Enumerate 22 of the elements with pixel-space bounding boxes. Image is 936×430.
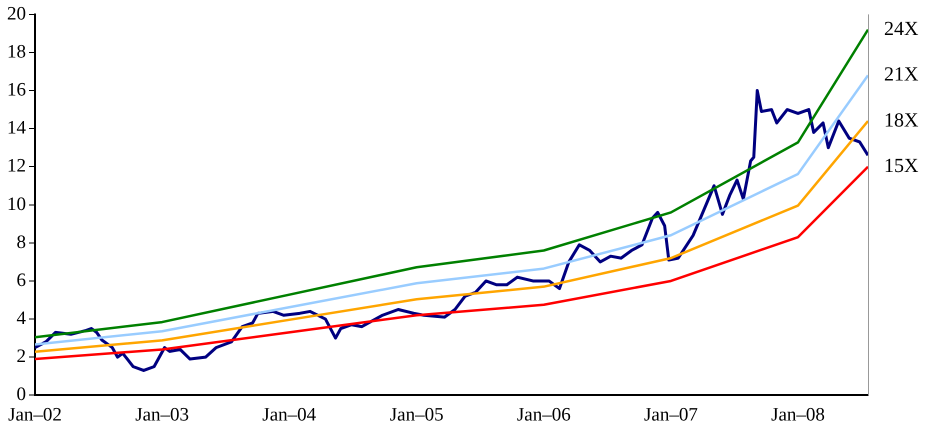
y-tick-label: 6 <box>16 270 26 291</box>
series-label: 18X <box>884 109 919 132</box>
y-tick-label: 8 <box>16 232 26 253</box>
y-tick-label: 12 <box>7 156 26 177</box>
x-tick-label: Jan–08 <box>771 404 825 426</box>
x-tick-label: Jan–03 <box>135 404 190 426</box>
y-tick-label: 2 <box>16 346 26 368</box>
y-tick-label: 0 <box>16 384 26 406</box>
x-tick-label: Jan–06 <box>516 404 571 426</box>
x-tick-label: Jan–04 <box>262 404 317 426</box>
series-label: 21X <box>884 64 919 86</box>
y-tick-label: 16 <box>7 80 26 101</box>
series-label: 24X <box>884 18 919 40</box>
y-tick-label: 10 <box>7 194 26 215</box>
x-tick-label: Jan–05 <box>390 404 444 426</box>
y-tick-label: 20 <box>7 3 26 24</box>
x-tick-label: Jan–07 <box>644 404 698 426</box>
series-label: 15X <box>884 154 919 177</box>
y-tick-label: 18 <box>7 41 26 62</box>
x-tick-label: Jan–02 <box>8 404 62 426</box>
y-tick-label: 4 <box>16 308 26 330</box>
y-tick-label: 14 <box>7 118 26 139</box>
